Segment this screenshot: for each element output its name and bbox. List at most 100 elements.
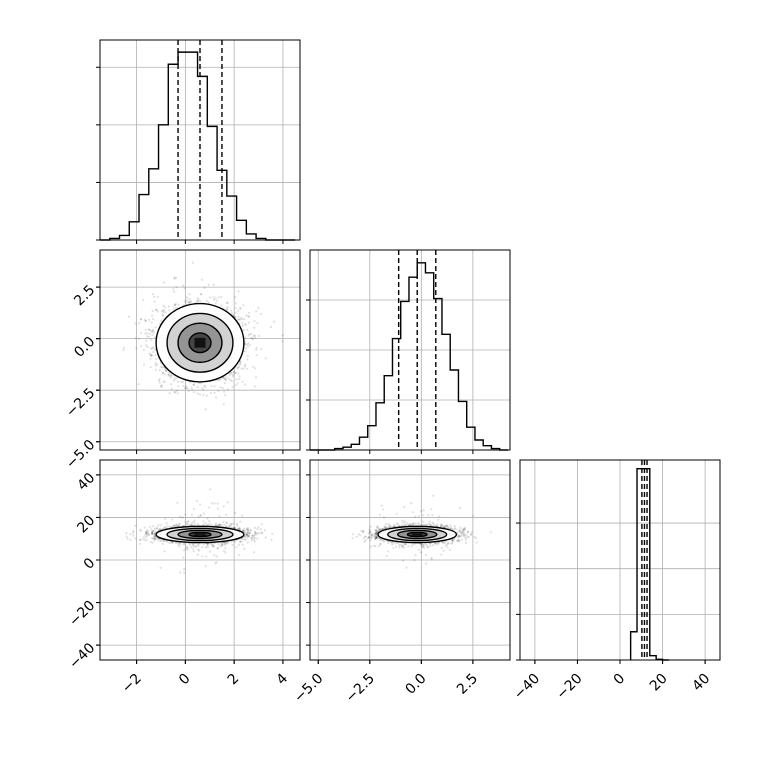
sample-point (161, 314, 164, 317)
sample-point (153, 536, 156, 539)
sample-point (214, 562, 217, 565)
sample-point (151, 329, 155, 332)
sample-point (223, 394, 226, 397)
sample-point (188, 297, 191, 301)
sample-point (248, 531, 251, 535)
sample-point (246, 355, 249, 358)
sample-point (158, 369, 161, 372)
sample-point (204, 546, 207, 549)
sample-point (233, 371, 236, 374)
sample-point (145, 532, 148, 536)
sample-point (206, 517, 209, 520)
sample-point (218, 523, 221, 526)
sample-point (147, 328, 150, 331)
sample-point (237, 309, 240, 312)
sample-point (191, 521, 194, 524)
sample-point (161, 542, 164, 546)
sample-point (175, 276, 178, 279)
sample-point (153, 532, 156, 535)
sample-point (185, 385, 188, 388)
contour-line (177, 322, 223, 364)
sample-point (238, 375, 241, 378)
sample-point (247, 535, 250, 538)
sample-point (264, 357, 267, 360)
sample-point (281, 334, 284, 337)
hist-panel-2 (516, 459, 721, 664)
sample-point (251, 534, 254, 537)
sample-point (137, 337, 141, 340)
sample-point (185, 296, 188, 299)
sample-point (256, 528, 259, 531)
sample-point (149, 347, 152, 350)
sample-point (245, 314, 248, 317)
sample-point (202, 512, 205, 515)
sample-point (226, 308, 229, 311)
sample-point (238, 377, 241, 381)
sample-point (255, 533, 258, 536)
sample-point (147, 533, 150, 536)
sample-point (199, 293, 202, 296)
sample-point (162, 309, 165, 312)
sample-point (248, 343, 251, 346)
sample-point (154, 364, 157, 367)
sample-point (173, 276, 176, 279)
sample-point (172, 524, 176, 527)
sample-point (245, 527, 249, 531)
sample-point (192, 550, 195, 553)
sample-point (184, 513, 187, 516)
sample-point (151, 347, 154, 350)
hist-grid (310, 250, 510, 450)
sample-point (139, 318, 142, 321)
sample-point (162, 311, 165, 314)
sample-point (184, 386, 187, 390)
sample-point (145, 339, 148, 342)
sample-point (238, 318, 241, 321)
sample-point (253, 533, 256, 536)
sample-point (198, 393, 202, 396)
sample-point (197, 298, 200, 301)
histogram-step (100, 51, 296, 241)
sample-point (208, 520, 211, 523)
hist-panel-0 (96, 39, 301, 244)
sample-point (252, 536, 255, 540)
sample-point (208, 296, 212, 299)
sample-point (143, 526, 146, 529)
sample-point (145, 536, 148, 539)
sample-point (243, 530, 246, 534)
sample-point (134, 322, 137, 325)
sample-point (132, 530, 135, 533)
sample-point (254, 376, 258, 379)
sample-point (149, 366, 152, 369)
sample-point (225, 379, 228, 382)
sample-point (183, 567, 186, 571)
sample-point (225, 301, 228, 304)
sample-point (217, 296, 220, 299)
sample-point (204, 522, 207, 525)
sample-point (221, 544, 224, 547)
sample-point (258, 532, 261, 535)
sample-point (150, 530, 153, 534)
sample-point (209, 542, 212, 545)
sample-point (249, 529, 252, 532)
sample-point (192, 383, 195, 386)
sample-point (253, 320, 256, 323)
sample-point (139, 529, 142, 532)
sample-point (149, 540, 152, 544)
sample-point (220, 543, 224, 546)
sample-point (155, 358, 158, 361)
density-grid (100, 460, 300, 660)
sample-point (144, 328, 147, 331)
sample-point (210, 502, 213, 505)
sample-point (253, 538, 256, 541)
sample-point (186, 520, 190, 523)
sample-point (239, 540, 242, 543)
sample-point (176, 380, 180, 383)
sample-point (216, 547, 219, 550)
sample-point (176, 524, 180, 527)
sample-point (256, 322, 259, 325)
sample-point (193, 523, 196, 526)
sample-point (145, 531, 148, 535)
sample-point (223, 382, 226, 385)
sample-point (187, 301, 190, 304)
sample-point (175, 306, 178, 309)
